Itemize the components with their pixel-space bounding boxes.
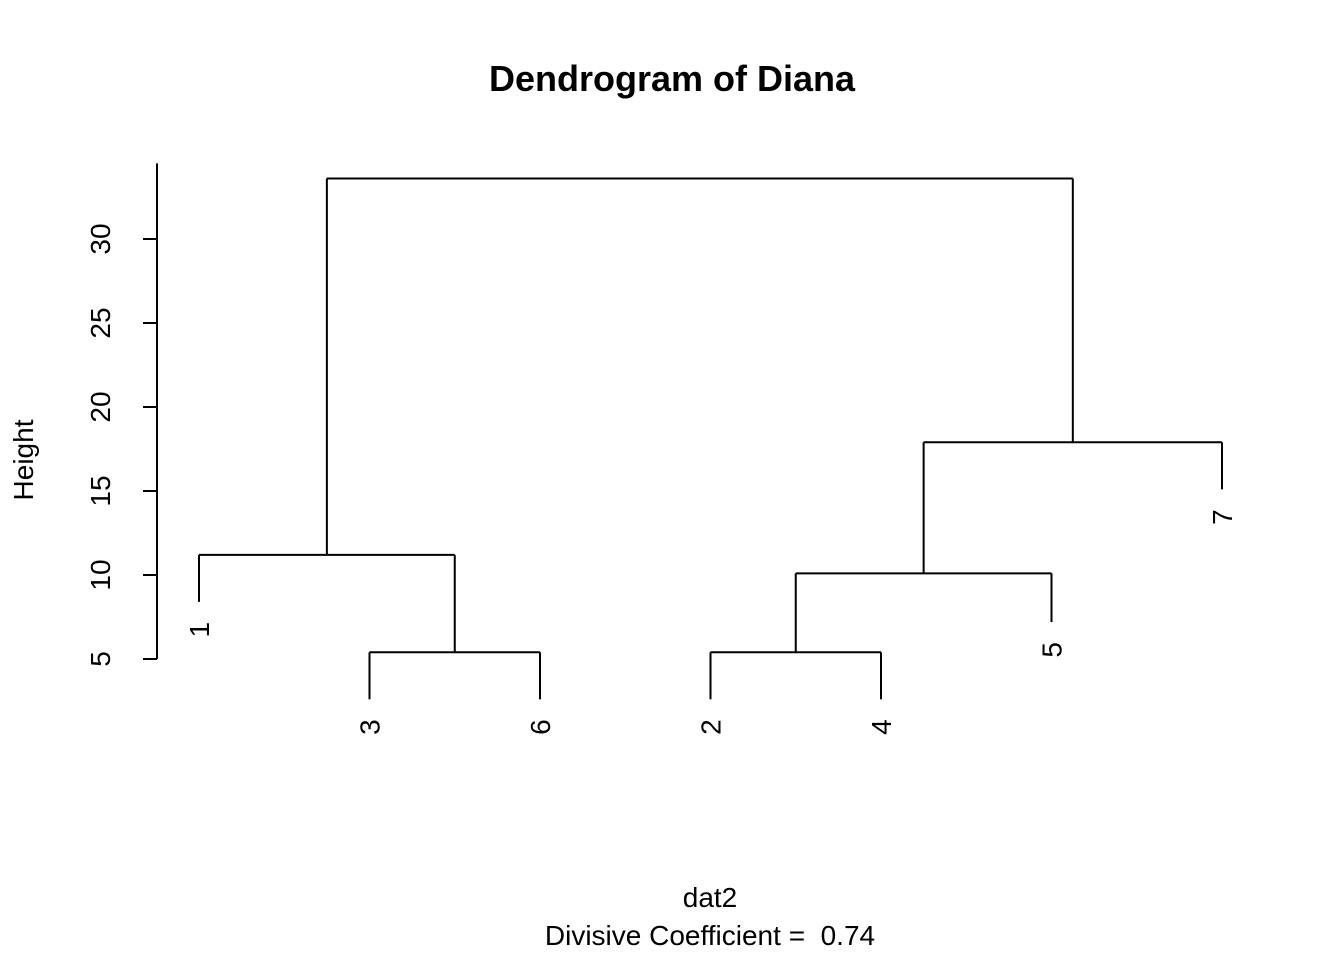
leaf-label-3: 3 xyxy=(355,719,386,735)
y-tick-label-25: 25 xyxy=(85,307,116,338)
leaf-label-5: 5 xyxy=(1037,642,1068,658)
leaf-label-7: 7 xyxy=(1207,509,1238,525)
leaf-label-2: 2 xyxy=(696,719,727,735)
y-tick-label-15: 15 xyxy=(85,475,116,506)
leaf-label-4: 4 xyxy=(866,719,897,735)
leaf-label-6: 6 xyxy=(525,719,556,735)
y-tick-label-10: 10 xyxy=(85,559,116,590)
y-tick-label-20: 20 xyxy=(85,391,116,422)
y-tick-label-30: 30 xyxy=(85,223,116,254)
x-axis-label: dat2 xyxy=(682,882,738,913)
divisive-coefficient-label: Divisive Coefficient = 0.74 xyxy=(544,920,876,951)
chart-title: Dendrogram of Diana xyxy=(488,58,856,99)
y-tick-label-5: 5 xyxy=(85,651,116,667)
leaf-label-1: 1 xyxy=(184,622,215,638)
